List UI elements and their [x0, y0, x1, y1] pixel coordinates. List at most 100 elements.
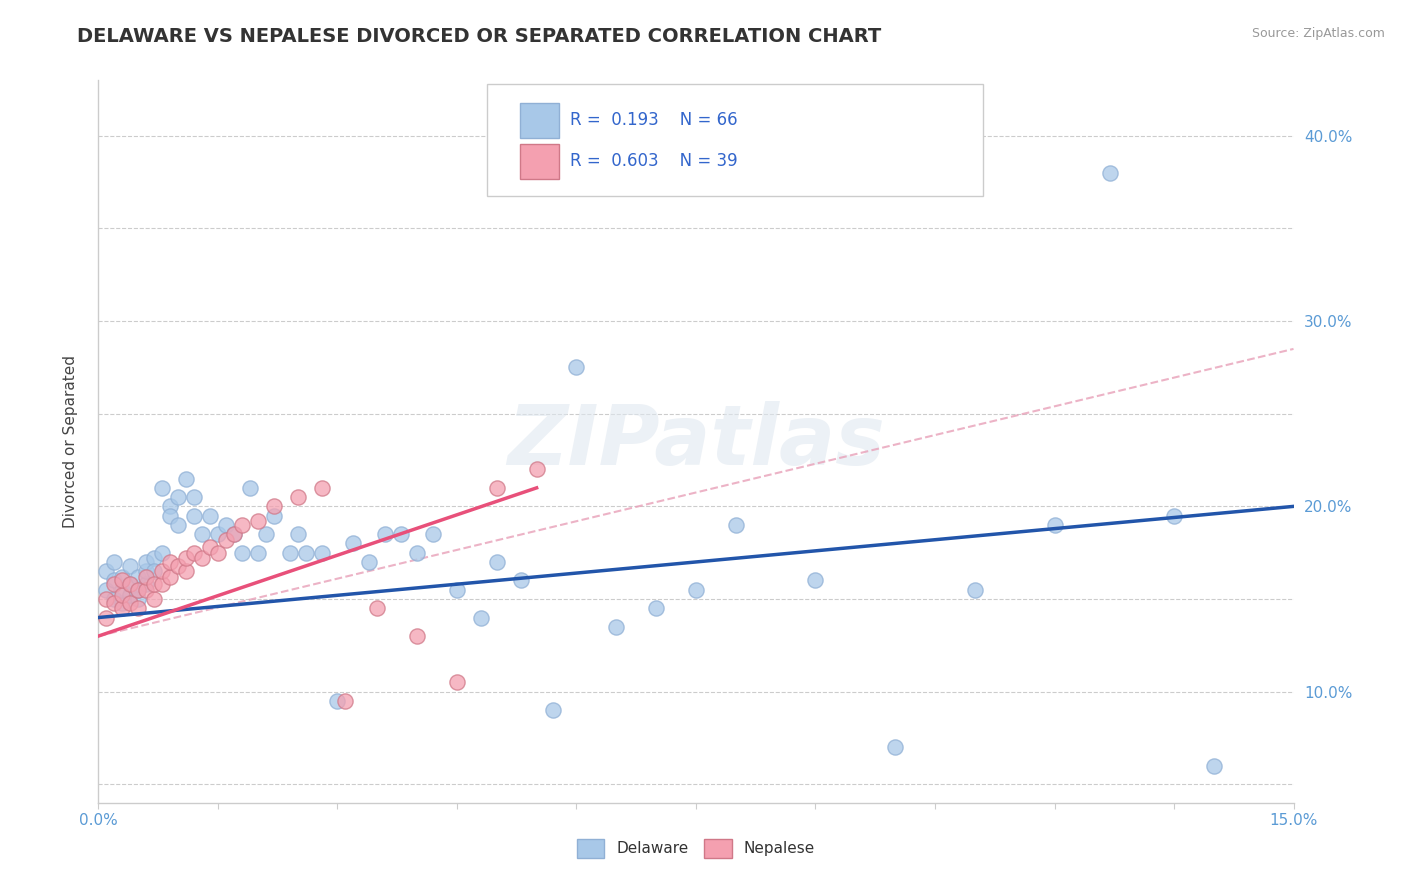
- Point: [605, 620, 627, 634]
- Point: [167, 490, 190, 504]
- Point: [685, 582, 707, 597]
- Point: [198, 508, 221, 523]
- Point: [103, 596, 125, 610]
- Point: [135, 564, 157, 578]
- Text: R =  0.193    N = 66: R = 0.193 N = 66: [571, 112, 738, 129]
- Point: [96, 592, 118, 607]
- Point: [1202, 758, 1225, 772]
- Y-axis label: Divorced or Separated: Divorced or Separated: [63, 355, 77, 528]
- Point: [311, 546, 333, 560]
- Point: [135, 577, 157, 591]
- Point: [389, 527, 412, 541]
- Point: [222, 527, 245, 541]
- Point: [143, 577, 166, 591]
- Point: [335, 694, 357, 708]
- Point: [111, 601, 134, 615]
- Point: [174, 551, 197, 566]
- Point: [159, 570, 181, 584]
- Point: [120, 577, 142, 591]
- Point: [526, 462, 548, 476]
- Legend: Delaware, Nepalese: Delaware, Nepalese: [571, 833, 821, 863]
- Point: [127, 582, 149, 597]
- Point: [120, 577, 142, 591]
- Point: [111, 596, 134, 610]
- Point: [287, 490, 309, 504]
- Point: [127, 601, 149, 615]
- Point: [326, 694, 349, 708]
- Point: [111, 574, 134, 588]
- Point: [359, 555, 381, 569]
- Point: [645, 601, 668, 615]
- Point: [150, 481, 173, 495]
- Point: [96, 610, 118, 624]
- Point: [143, 592, 166, 607]
- Point: [167, 517, 190, 532]
- Point: [406, 546, 429, 560]
- FancyBboxPatch shape: [486, 84, 983, 196]
- Point: [120, 596, 142, 610]
- Point: [263, 508, 285, 523]
- Point: [231, 546, 253, 560]
- Point: [96, 582, 118, 597]
- Point: [446, 582, 468, 597]
- Point: [1043, 517, 1066, 532]
- Text: Source: ZipAtlas.com: Source: ZipAtlas.com: [1251, 27, 1385, 40]
- Point: [246, 514, 269, 528]
- Point: [246, 546, 269, 560]
- Point: [804, 574, 827, 588]
- FancyBboxPatch shape: [520, 144, 558, 178]
- Point: [191, 527, 214, 541]
- Point: [96, 564, 118, 578]
- Point: [198, 540, 221, 554]
- Point: [174, 472, 197, 486]
- Point: [103, 577, 125, 591]
- Point: [167, 558, 190, 573]
- Text: DELAWARE VS NEPALESE DIVORCED OR SEPARATED CORRELATION CHART: DELAWARE VS NEPALESE DIVORCED OR SEPARAT…: [77, 27, 882, 45]
- Point: [120, 588, 142, 602]
- Point: [446, 675, 468, 690]
- Point: [222, 527, 245, 541]
- Point: [215, 517, 238, 532]
- Point: [103, 574, 125, 588]
- Point: [150, 577, 173, 591]
- Point: [159, 500, 181, 514]
- Point: [191, 551, 214, 566]
- Point: [406, 629, 429, 643]
- Point: [565, 360, 588, 375]
- Text: ZIPatlas: ZIPatlas: [508, 401, 884, 482]
- Point: [724, 517, 747, 532]
- Point: [159, 555, 181, 569]
- Point: [183, 490, 205, 504]
- Point: [311, 481, 333, 495]
- Point: [183, 546, 205, 560]
- Point: [509, 574, 531, 588]
- Point: [159, 508, 181, 523]
- FancyBboxPatch shape: [520, 103, 558, 137]
- Point: [111, 588, 134, 602]
- Point: [207, 546, 229, 560]
- Point: [215, 533, 238, 547]
- Point: [366, 601, 388, 615]
- Point: [111, 570, 134, 584]
- Point: [541, 703, 564, 717]
- Point: [884, 740, 907, 755]
- Point: [111, 582, 134, 597]
- Point: [150, 546, 173, 560]
- Point: [135, 555, 157, 569]
- Point: [263, 500, 285, 514]
- Point: [174, 564, 197, 578]
- Point: [1099, 166, 1122, 180]
- Point: [127, 570, 149, 584]
- Point: [422, 527, 444, 541]
- Point: [120, 558, 142, 573]
- Point: [294, 546, 316, 560]
- Point: [485, 481, 508, 495]
- Point: [485, 555, 508, 569]
- Point: [470, 610, 492, 624]
- Point: [150, 564, 173, 578]
- Point: [127, 582, 149, 597]
- Point: [207, 527, 229, 541]
- Point: [135, 570, 157, 584]
- Point: [135, 582, 157, 597]
- Point: [103, 555, 125, 569]
